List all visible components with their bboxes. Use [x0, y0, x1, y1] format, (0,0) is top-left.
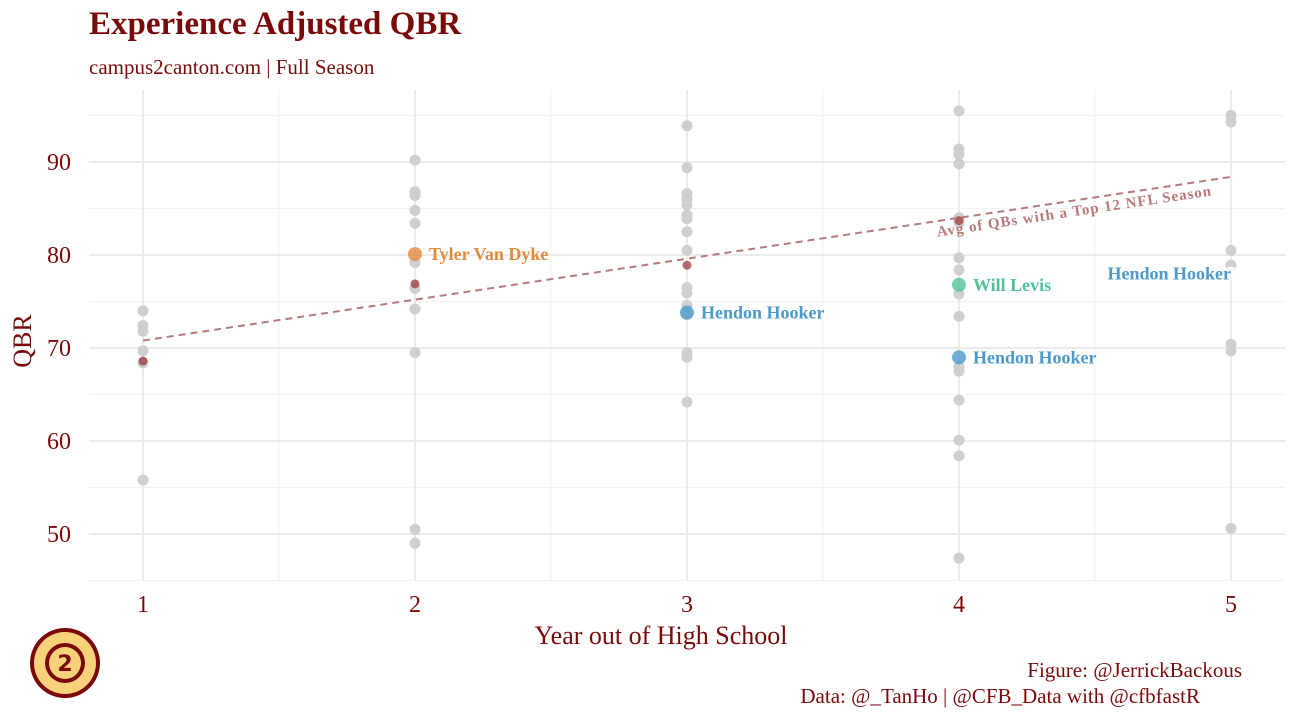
- background-point: [1225, 345, 1237, 357]
- x-tick-label: 4: [953, 592, 965, 618]
- background-point: [681, 396, 693, 408]
- background-point: [137, 325, 149, 337]
- background-point: [953, 288, 965, 300]
- y-tick-label: 80: [47, 243, 71, 269]
- background-point: [953, 252, 965, 264]
- background-point: [409, 154, 421, 166]
- highlight-point: [952, 350, 966, 365]
- background-point: [409, 347, 421, 359]
- x-tick-label: 2: [409, 592, 421, 618]
- background-point: [953, 450, 965, 462]
- y-tick-label: 50: [47, 522, 71, 548]
- background-point: [409, 523, 421, 535]
- trend-line-label: Avg of QBs with a Top 12 NFL Season: [936, 183, 1213, 240]
- background-point: [953, 310, 965, 322]
- background-point: [681, 213, 693, 225]
- figure-credit: Figure: @JerrickBackous: [1027, 658, 1242, 682]
- x-tick-label: 1: [137, 592, 149, 618]
- background-point: [409, 189, 421, 201]
- background-point: [953, 365, 965, 377]
- average-point: [682, 260, 692, 270]
- highlight-label: Tyler Van Dyke: [429, 244, 548, 264]
- average-point: [410, 279, 420, 289]
- background-point: [681, 199, 693, 211]
- highlight-label: Will Levis: [973, 275, 1051, 295]
- average-point: [138, 356, 148, 366]
- y-tick-label: 70: [47, 336, 71, 362]
- highlight-point: [408, 247, 422, 262]
- background-point: [681, 351, 693, 363]
- background-point: [953, 105, 965, 117]
- background-point: [1225, 116, 1237, 128]
- background-point: [409, 204, 421, 216]
- trend-line: [142, 175, 1232, 342]
- y-tick-label: 60: [47, 429, 71, 455]
- highlight-label: Hendon Hooker: [973, 347, 1097, 367]
- y-tick-label: 90: [47, 150, 71, 176]
- x-axis-label: Year out of High School: [534, 621, 787, 650]
- campus2canton-logo-icon: 2: [30, 628, 100, 698]
- background-point: [953, 149, 965, 161]
- background-point: [1225, 244, 1237, 256]
- background-point: [137, 305, 149, 317]
- data-credit: Data: @_TanHo | @CFB_Data with @cfbfastR: [800, 684, 1200, 708]
- x-tick-label: 5: [1225, 592, 1237, 618]
- chart-title: Experience Adjusted QBR: [89, 6, 462, 42]
- background-point: [681, 120, 693, 132]
- highlight-point: [1224, 266, 1238, 281]
- background-point: [953, 394, 965, 406]
- chart-subtitle: campus2canton.com | Full Season: [89, 55, 375, 79]
- background-point: [1225, 522, 1237, 534]
- y-axis-label: QBR: [8, 314, 37, 368]
- x-tick-label: 3: [681, 592, 693, 618]
- background-point: [681, 162, 693, 174]
- background-point: [409, 303, 421, 315]
- background-point: [137, 474, 149, 486]
- highlight-label: Hendon Hooker: [1107, 264, 1231, 284]
- highlight-point: [680, 305, 694, 320]
- background-point: [409, 537, 421, 549]
- svg-text:2: 2: [57, 652, 72, 677]
- highlight-point: [952, 277, 966, 292]
- background-point: [953, 434, 965, 446]
- highlight-label: Hendon Hooker: [701, 303, 825, 323]
- background-point: [137, 345, 149, 357]
- background-point: [409, 217, 421, 229]
- background-point: [953, 158, 965, 170]
- background-point: [953, 264, 965, 276]
- background-point: [681, 226, 693, 238]
- background-point: [681, 244, 693, 256]
- background-point: [953, 552, 965, 564]
- background-point: [681, 287, 693, 299]
